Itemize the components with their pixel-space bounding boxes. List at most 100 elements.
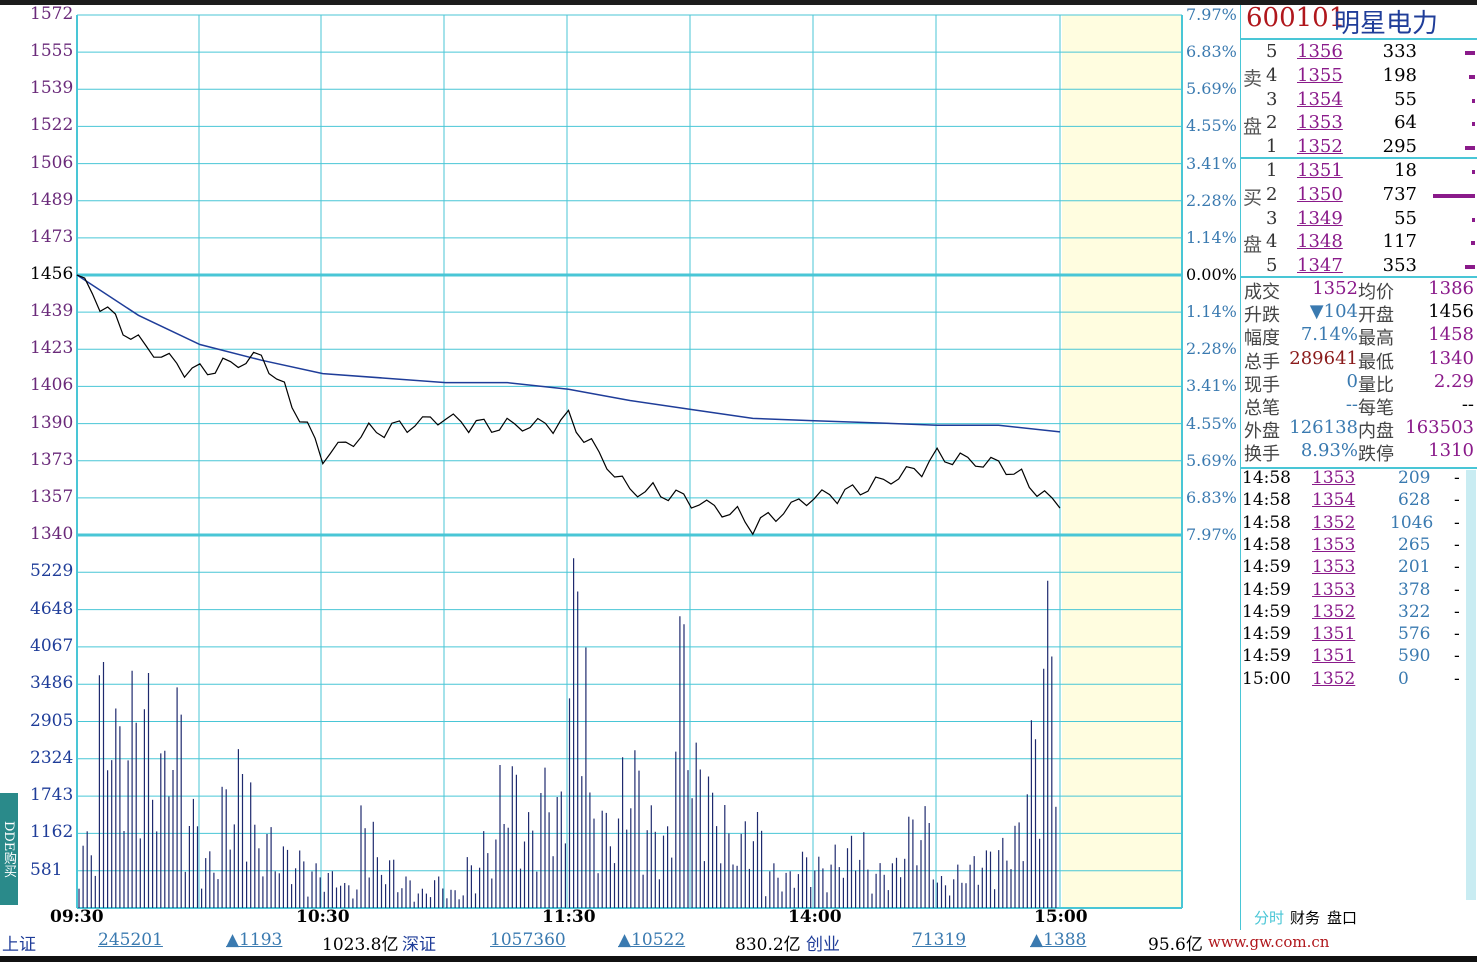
volume-tick-label: 1743 (30, 785, 74, 806)
percent-tick-label: 5.69% (1186, 79, 1237, 99)
price: 1350 (1297, 183, 1343, 205)
volume-tick-label: 4067 (30, 635, 74, 656)
sell-level-row[interactable]: 5 1356 333 (1240, 41, 1477, 64)
level: 1 (1266, 160, 1278, 181)
cy-amount: 95.6亿 (1148, 935, 1203, 955)
stat-value: 2.29 (1433, 370, 1474, 392)
depth-bar (1464, 146, 1475, 151)
price-tick-label: 1373 (30, 449, 74, 470)
tick-row[interactable]: 14:58 1353 265 - (1242, 535, 1477, 557)
tick-time: 14:58 (1242, 468, 1291, 488)
tick-row[interactable]: 14:58 1354 628 - (1242, 490, 1477, 512)
tab-fenshi[interactable]: 分时 (1254, 909, 1285, 927)
tab-pankou[interactable]: 盘口 (1327, 909, 1358, 927)
stat-label: 最高 (1358, 328, 1394, 350)
panel-tabs: 分时 财务 盘口 (1242, 906, 1477, 930)
price: 1355 (1297, 64, 1343, 86)
tick-price: 1354 (1312, 490, 1356, 511)
tick-flag: - (1454, 579, 1460, 600)
tick-row[interactable]: 14:58 1353 209 - (1242, 468, 1477, 490)
stat-value: -- (1461, 394, 1474, 415)
tick-row[interactable]: 14:59 1352 322 - (1242, 602, 1477, 624)
tick-flag: - (1454, 646, 1460, 667)
percent-tick-label: 3.41% (1186, 376, 1237, 396)
stat-label: 现手 (1244, 374, 1280, 396)
percent-tick-label: 4.55% (1186, 413, 1237, 433)
tick-volume: 628 (1398, 490, 1431, 511)
tick-row[interactable]: 14:59 1351 576 - (1242, 624, 1477, 646)
tick-scrollbar[interactable] (1466, 470, 1476, 900)
stat-label: 每笔 (1358, 398, 1394, 419)
tick-price: 1353 (1312, 468, 1356, 488)
stat-label: 幅度 (1244, 328, 1280, 350)
cy-label[interactable]: 创业 (806, 935, 840, 955)
depth-bar (1470, 241, 1475, 246)
sh-amount: 1023.8亿 (322, 935, 399, 955)
sell-level-row[interactable]: 1 1352 295 (1240, 136, 1477, 159)
site-url[interactable]: www.gw.com.cn (1208, 933, 1330, 951)
stock-name: 明星电力 (1334, 9, 1439, 39)
level: 4 (1266, 231, 1278, 253)
price-tick-label: 1572 (30, 4, 74, 24)
depth-bar (1472, 217, 1475, 222)
tick-volume: 201 (1398, 557, 1431, 578)
price: 1351 (1297, 160, 1343, 181)
stat-label: 最低 (1358, 351, 1394, 373)
buy-level-row[interactable]: 1 1351 18 (1240, 160, 1477, 183)
volume-tick-label: 5229 (30, 561, 74, 582)
volume: 737 (1382, 183, 1417, 205)
sz-label[interactable]: 深证 (402, 935, 436, 955)
tick-row[interactable]: 14:59 1351 590 - (1242, 646, 1477, 668)
depth-bar (1433, 193, 1475, 198)
tick-row[interactable]: 14:58 1352 1046- (1242, 513, 1477, 535)
level: 3 (1266, 88, 1278, 110)
sz-amount: 830.2亿 (735, 935, 801, 955)
sh-change: ▲1193 (226, 930, 283, 950)
stat-label: 升跌 (1244, 305, 1280, 327)
stat-label: 内盘 (1358, 421, 1394, 443)
tick-flag: - (1454, 534, 1460, 555)
top-strip (0, 0, 1477, 5)
tick-row[interactable]: 14:59 1353 378 - (1242, 580, 1477, 602)
sell-level-row[interactable]: 4 1355 198 (1240, 65, 1477, 88)
sell-level-row[interactable]: 2 1353 64 (1240, 112, 1477, 135)
buy-level-row[interactable]: 4 1348 117 (1240, 231, 1477, 254)
tick-time: 14:59 (1242, 601, 1291, 622)
dde-buy-tab[interactable]: DDE购买 (0, 793, 18, 905)
percent-tick-label: 5.69% (1186, 450, 1237, 470)
price-tick-label: 1456 (30, 264, 74, 284)
tick-price: 1353 (1312, 534, 1356, 555)
volume: 64 (1394, 112, 1417, 134)
buy-level-row[interactable]: 5 1347 353 (1240, 255, 1477, 278)
volume: 353 (1382, 255, 1417, 277)
sh-label[interactable]: 上证 (2, 935, 36, 955)
sh-volume: 245201 (98, 930, 163, 950)
volume-tick-label: 2905 (30, 710, 74, 731)
stat-value: ▼104 (1309, 301, 1358, 323)
panel-border (1240, 5, 1241, 930)
tick-price: 1352 (1312, 668, 1356, 689)
price: 1354 (1297, 88, 1343, 110)
price-tick-label: 1555 (30, 41, 74, 62)
cy-change: ▲1388 (1030, 930, 1087, 950)
stat-value: 163503 (1405, 417, 1474, 439)
depth-bar (1472, 122, 1475, 127)
depth-bar (1472, 170, 1475, 174)
stat-value: 0 (1346, 370, 1358, 392)
price: 1349 (1297, 207, 1343, 229)
tab-finance[interactable]: 财务 (1290, 909, 1321, 927)
price-tick-label: 1522 (30, 115, 74, 136)
sz-change: ▲10522 (618, 930, 686, 950)
sell-level-row[interactable]: 3 1354 55 (1240, 89, 1477, 112)
buy-level-row[interactable]: 3 1349 55 (1240, 208, 1477, 231)
tick-flag: - (1454, 624, 1460, 645)
price-tick-label: 1357 (30, 486, 74, 507)
percent-tick-label: 2.28% (1186, 190, 1237, 210)
sell-label-1: 卖 (1243, 68, 1263, 90)
buy-level-row[interactable]: 2 1350 737 (1240, 184, 1477, 207)
tick-flag: - (1454, 557, 1460, 578)
stat-label: 均价 (1358, 282, 1394, 303)
tick-row[interactable]: 14:59 1353 201 - (1242, 557, 1477, 579)
tick-row[interactable]: 15:00 1352 0 - (1242, 669, 1477, 691)
